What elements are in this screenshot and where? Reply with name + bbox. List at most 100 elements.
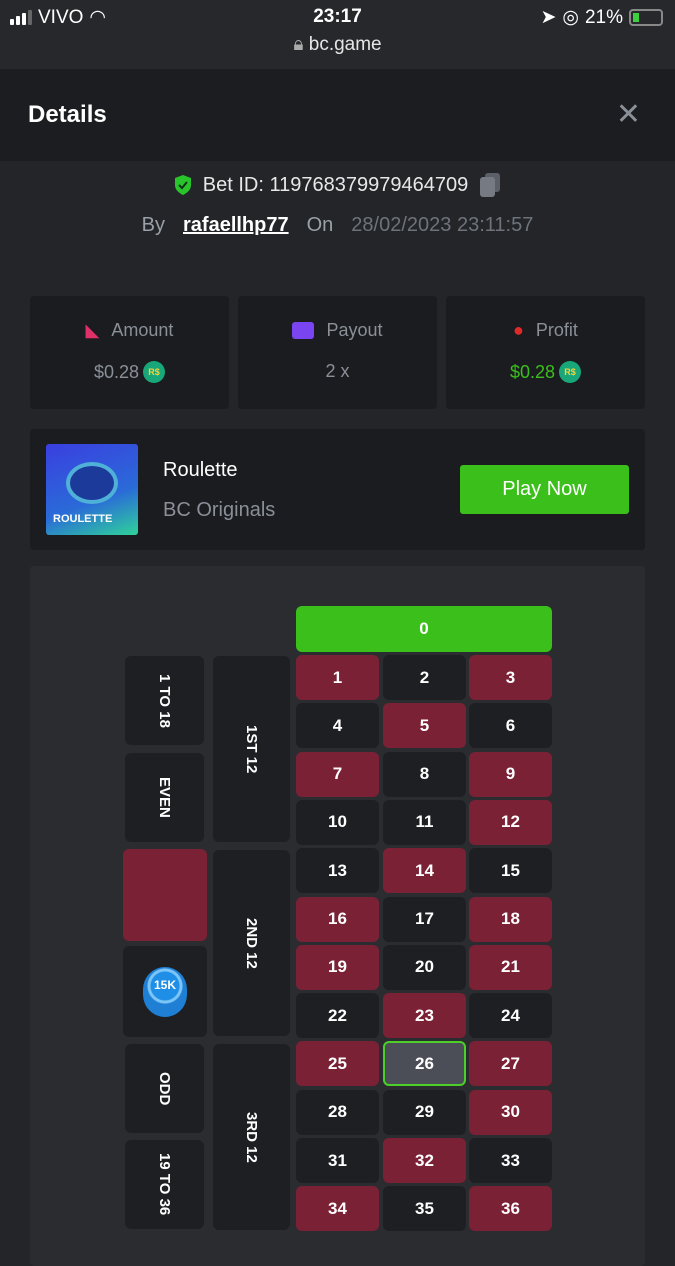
address-bar[interactable]: 🔒︎ bc.game bbox=[0, 34, 675, 56]
copy-icon[interactable] bbox=[478, 172, 502, 198]
number-21[interactable]: 21 bbox=[469, 944, 552, 990]
number-5[interactable]: 5 bbox=[383, 703, 466, 749]
battery-icon bbox=[629, 9, 663, 26]
play-now-button[interactable]: Play Now bbox=[460, 465, 629, 514]
username-link[interactable]: rafaellhp77 bbox=[183, 214, 289, 236]
cell-label: 14 bbox=[415, 860, 434, 880]
status-bar: VIVO ◠ 23:17 ➤ ◎ 21% 🔒︎ bc.game bbox=[0, 0, 675, 69]
number-6[interactable]: 6 bbox=[469, 703, 552, 749]
game-name: Roulette bbox=[163, 459, 238, 481]
number-12[interactable]: 12 bbox=[469, 799, 552, 845]
cell-label: 1ST 12 bbox=[243, 724, 260, 774]
stat-label: Amount bbox=[111, 320, 174, 340]
bet-dozen-1[interactable]: 1ST 12 bbox=[213, 656, 290, 842]
cell-label: 0 bbox=[419, 619, 429, 638]
number-18[interactable]: 18 bbox=[469, 896, 552, 942]
number-25[interactable]: 25 bbox=[296, 1041, 379, 1087]
clock: 23:17 bbox=[313, 6, 362, 27]
cell-label: 20 bbox=[415, 957, 434, 977]
number-0[interactable]: 0 bbox=[296, 606, 552, 652]
number-8[interactable]: 8 bbox=[383, 751, 466, 797]
number-4[interactable]: 4 bbox=[296, 703, 379, 749]
stat-value: 2 x bbox=[325, 361, 350, 381]
cell-label: 29 bbox=[415, 1102, 434, 1122]
cell-label: 11 bbox=[415, 812, 434, 832]
close-icon[interactable]: ✕ bbox=[615, 98, 641, 131]
number-14[interactable]: 14 bbox=[383, 848, 466, 894]
page-title: Details bbox=[28, 101, 107, 128]
number-19[interactable]: 19 bbox=[296, 944, 379, 990]
cell-label: 26 bbox=[415, 1053, 434, 1073]
number-28[interactable]: 28 bbox=[296, 1089, 379, 1135]
bet-odd[interactable]: ODD bbox=[125, 1044, 204, 1133]
cell-label: 19 bbox=[328, 957, 347, 977]
cell-label: 32 bbox=[415, 1150, 434, 1170]
number-3[interactable]: 3 bbox=[469, 655, 552, 700]
cell-label: 5 bbox=[419, 715, 430, 735]
cell-label: ODD bbox=[156, 1071, 173, 1106]
carrier: VIVO bbox=[38, 6, 84, 28]
cell-label: 17 bbox=[415, 909, 434, 928]
details-header: Details ✕ bbox=[0, 69, 675, 161]
number-1[interactable]: 1 bbox=[296, 655, 379, 700]
location-icon: ➤ bbox=[540, 7, 557, 28]
verified-shield-icon bbox=[174, 175, 191, 195]
bet-dozen-2[interactable]: 2ND 12 bbox=[213, 850, 290, 1036]
number-20[interactable]: 20 bbox=[383, 944, 466, 990]
number-24[interactable]: 24 bbox=[469, 993, 552, 1039]
cell-label: 1 TO 18 bbox=[156, 673, 173, 728]
bet-id: Bet ID: 119768379979464709 bbox=[202, 173, 469, 196]
bet-red[interactable] bbox=[123, 849, 207, 941]
cell-label: 7 bbox=[332, 764, 343, 784]
battery-percent: 21% bbox=[584, 6, 623, 28]
rotation-lock-icon: ◎ bbox=[562, 7, 579, 28]
game-card: ROULETTE Roulette BC Originals Play Now bbox=[30, 429, 645, 550]
number-27[interactable]: 27 bbox=[469, 1041, 552, 1087]
stat-value: $0.28 bbox=[509, 361, 556, 382]
by-label: By bbox=[141, 214, 165, 236]
number-34[interactable]: 34 bbox=[296, 1186, 379, 1232]
number-33[interactable]: 33 bbox=[469, 1138, 552, 1183]
number-9[interactable]: 9 bbox=[469, 751, 552, 797]
cell-label: 21 bbox=[501, 957, 520, 977]
game-thumbnail[interactable]: ROULETTE bbox=[46, 444, 138, 535]
amount-icon: ◣ bbox=[85, 320, 100, 340]
bet-1-to-18[interactable]: 1 TO 18 bbox=[125, 656, 204, 745]
number-11[interactable]: 11 bbox=[383, 799, 466, 845]
cell-label: 3RD 12 bbox=[243, 1111, 260, 1163]
number-13[interactable]: 13 bbox=[296, 848, 379, 894]
bet-black[interactable]: 15K bbox=[123, 946, 207, 1037]
number-16[interactable]: 16 bbox=[296, 896, 379, 942]
bet-dozen-3[interactable]: 3RD 12 bbox=[213, 1044, 290, 1230]
cell-label: 10 bbox=[328, 812, 347, 832]
number-10[interactable]: 10 bbox=[296, 799, 379, 845]
bet-19-to-36[interactable]: 19 TO 36 bbox=[125, 1140, 204, 1229]
number-17[interactable]: 17 bbox=[383, 896, 466, 942]
cell-label: 2 bbox=[419, 667, 430, 687]
number-31[interactable]: 31 bbox=[296, 1138, 379, 1183]
cell-label: 3 bbox=[505, 667, 516, 687]
bet-meta: By rafaellhp77 On 28/02/2023 23:11:57 bbox=[0, 214, 675, 237]
cell-label: 23 bbox=[415, 1005, 434, 1025]
game-provider: BC Originals bbox=[163, 499, 276, 521]
cell-label: 31 bbox=[328, 1150, 347, 1170]
number-30[interactable]: 30 bbox=[469, 1089, 552, 1135]
number-29[interactable]: 29 bbox=[383, 1089, 466, 1135]
number-7[interactable]: 7 bbox=[296, 751, 379, 797]
cell-label: 15 bbox=[501, 860, 520, 880]
stat-value: $0.28 bbox=[93, 361, 140, 382]
bet-id-row: Bet ID: 119768379979464709 bbox=[0, 172, 675, 198]
number-22[interactable]: 22 bbox=[296, 993, 379, 1039]
number-15[interactable]: 15 bbox=[469, 848, 552, 894]
number-23[interactable]: 23 bbox=[383, 993, 466, 1039]
number-2[interactable]: 2 bbox=[383, 655, 466, 700]
bet-even[interactable]: EVEN bbox=[125, 753, 204, 842]
number-35[interactable]: 35 bbox=[383, 1186, 466, 1232]
number-36[interactable]: 36 bbox=[469, 1186, 552, 1232]
cell-label: 1 bbox=[332, 667, 343, 687]
number-32[interactable]: 32 bbox=[383, 1138, 466, 1183]
cell-label: 6 bbox=[505, 715, 516, 735]
number-26[interactable]: 26 bbox=[383, 1041, 466, 1087]
on-label: On bbox=[306, 214, 334, 236]
stat-label: Payout bbox=[326, 320, 383, 340]
